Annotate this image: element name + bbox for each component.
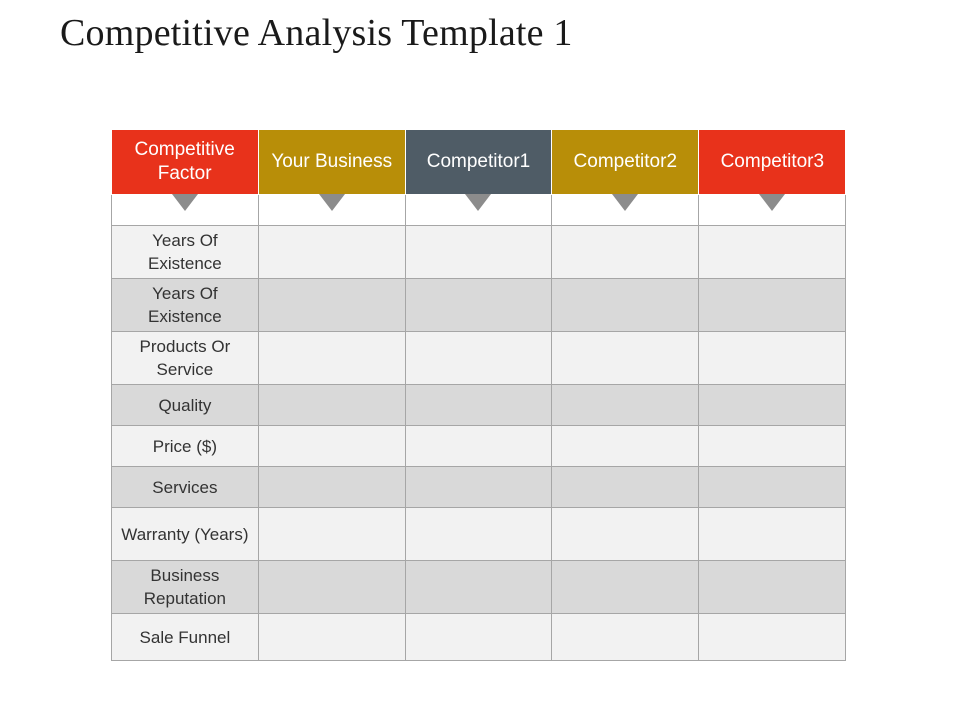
table-row: Price ($) [111, 425, 846, 467]
table-cell [698, 425, 846, 467]
table-row: Sale Funnel [111, 613, 846, 661]
table-cell [257, 225, 406, 279]
table-cell [698, 384, 846, 426]
factor-label: Price ($) [111, 425, 259, 467]
table-cell [551, 507, 700, 561]
table-cell [551, 560, 700, 614]
table-cell [404, 560, 553, 614]
table-cell [257, 425, 406, 467]
arrow-cell [404, 194, 553, 226]
arrow-row [111, 194, 846, 226]
table-cell [551, 278, 700, 332]
competitive-analysis-table: Competitive Factor Your Business Competi… [111, 130, 846, 661]
table-cell [257, 278, 406, 332]
table-row: Years Of Existence [111, 225, 846, 279]
table-cell [404, 613, 553, 661]
factor-label: Sale Funnel [111, 613, 259, 661]
factor-label: Products Or Service [111, 331, 259, 385]
factor-label: Warranty (Years) [111, 507, 259, 561]
table-cell [551, 466, 700, 508]
table-cell [551, 384, 700, 426]
table-row: Services [111, 466, 846, 508]
header-competitor2: Competitor2 [551, 130, 700, 195]
table-row: Warranty (Years) [111, 507, 846, 561]
header-row: Competitive Factor Your Business Competi… [111, 130, 846, 195]
table-cell [257, 384, 406, 426]
header-your-business: Your Business [257, 130, 406, 195]
table-cell [698, 466, 846, 508]
table-cell [257, 507, 406, 561]
table-cell [698, 225, 846, 279]
table-cell [551, 425, 700, 467]
table-cell [257, 613, 406, 661]
table-cell [698, 278, 846, 332]
table-cell [257, 466, 406, 508]
triangle-down-icon [612, 194, 639, 211]
factor-label: Quality [111, 384, 259, 426]
triangle-down-icon [318, 194, 345, 211]
header-competitive-factor: Competitive Factor [111, 130, 259, 195]
table-row: Quality [111, 384, 846, 426]
table-cell [698, 613, 846, 661]
factor-label: Services [111, 466, 259, 508]
arrow-cell [698, 194, 846, 226]
table-cell [551, 331, 700, 385]
table-cell [404, 466, 553, 508]
factor-label: Business Reputation [111, 560, 259, 614]
table-cell [404, 331, 553, 385]
table-cell [404, 507, 553, 561]
arrow-cell [551, 194, 700, 226]
table-cell [404, 278, 553, 332]
arrow-cell [257, 194, 406, 226]
table-cell [551, 225, 700, 279]
table-cell [404, 225, 553, 279]
table-cell [698, 560, 846, 614]
triangle-down-icon [465, 194, 492, 211]
table-row: Products Or Service [111, 331, 846, 385]
factor-label: Years Of Existence [111, 278, 259, 332]
factor-label: Years Of Existence [111, 225, 259, 279]
table-cell [551, 613, 700, 661]
table-row: Years Of Existence [111, 278, 846, 332]
table-row: Business Reputation [111, 560, 846, 614]
table-cell [698, 331, 846, 385]
table-cell [404, 384, 553, 426]
table-cell [404, 425, 553, 467]
table-cell [698, 507, 846, 561]
slide-title: Competitive Analysis Template 1 [60, 12, 573, 54]
header-competitor3: Competitor3 [698, 130, 846, 195]
header-competitor1: Competitor1 [404, 130, 553, 195]
triangle-down-icon [759, 194, 786, 211]
table-cell [257, 560, 406, 614]
arrow-cell [111, 194, 259, 226]
table-cell [257, 331, 406, 385]
triangle-down-icon [171, 194, 198, 211]
